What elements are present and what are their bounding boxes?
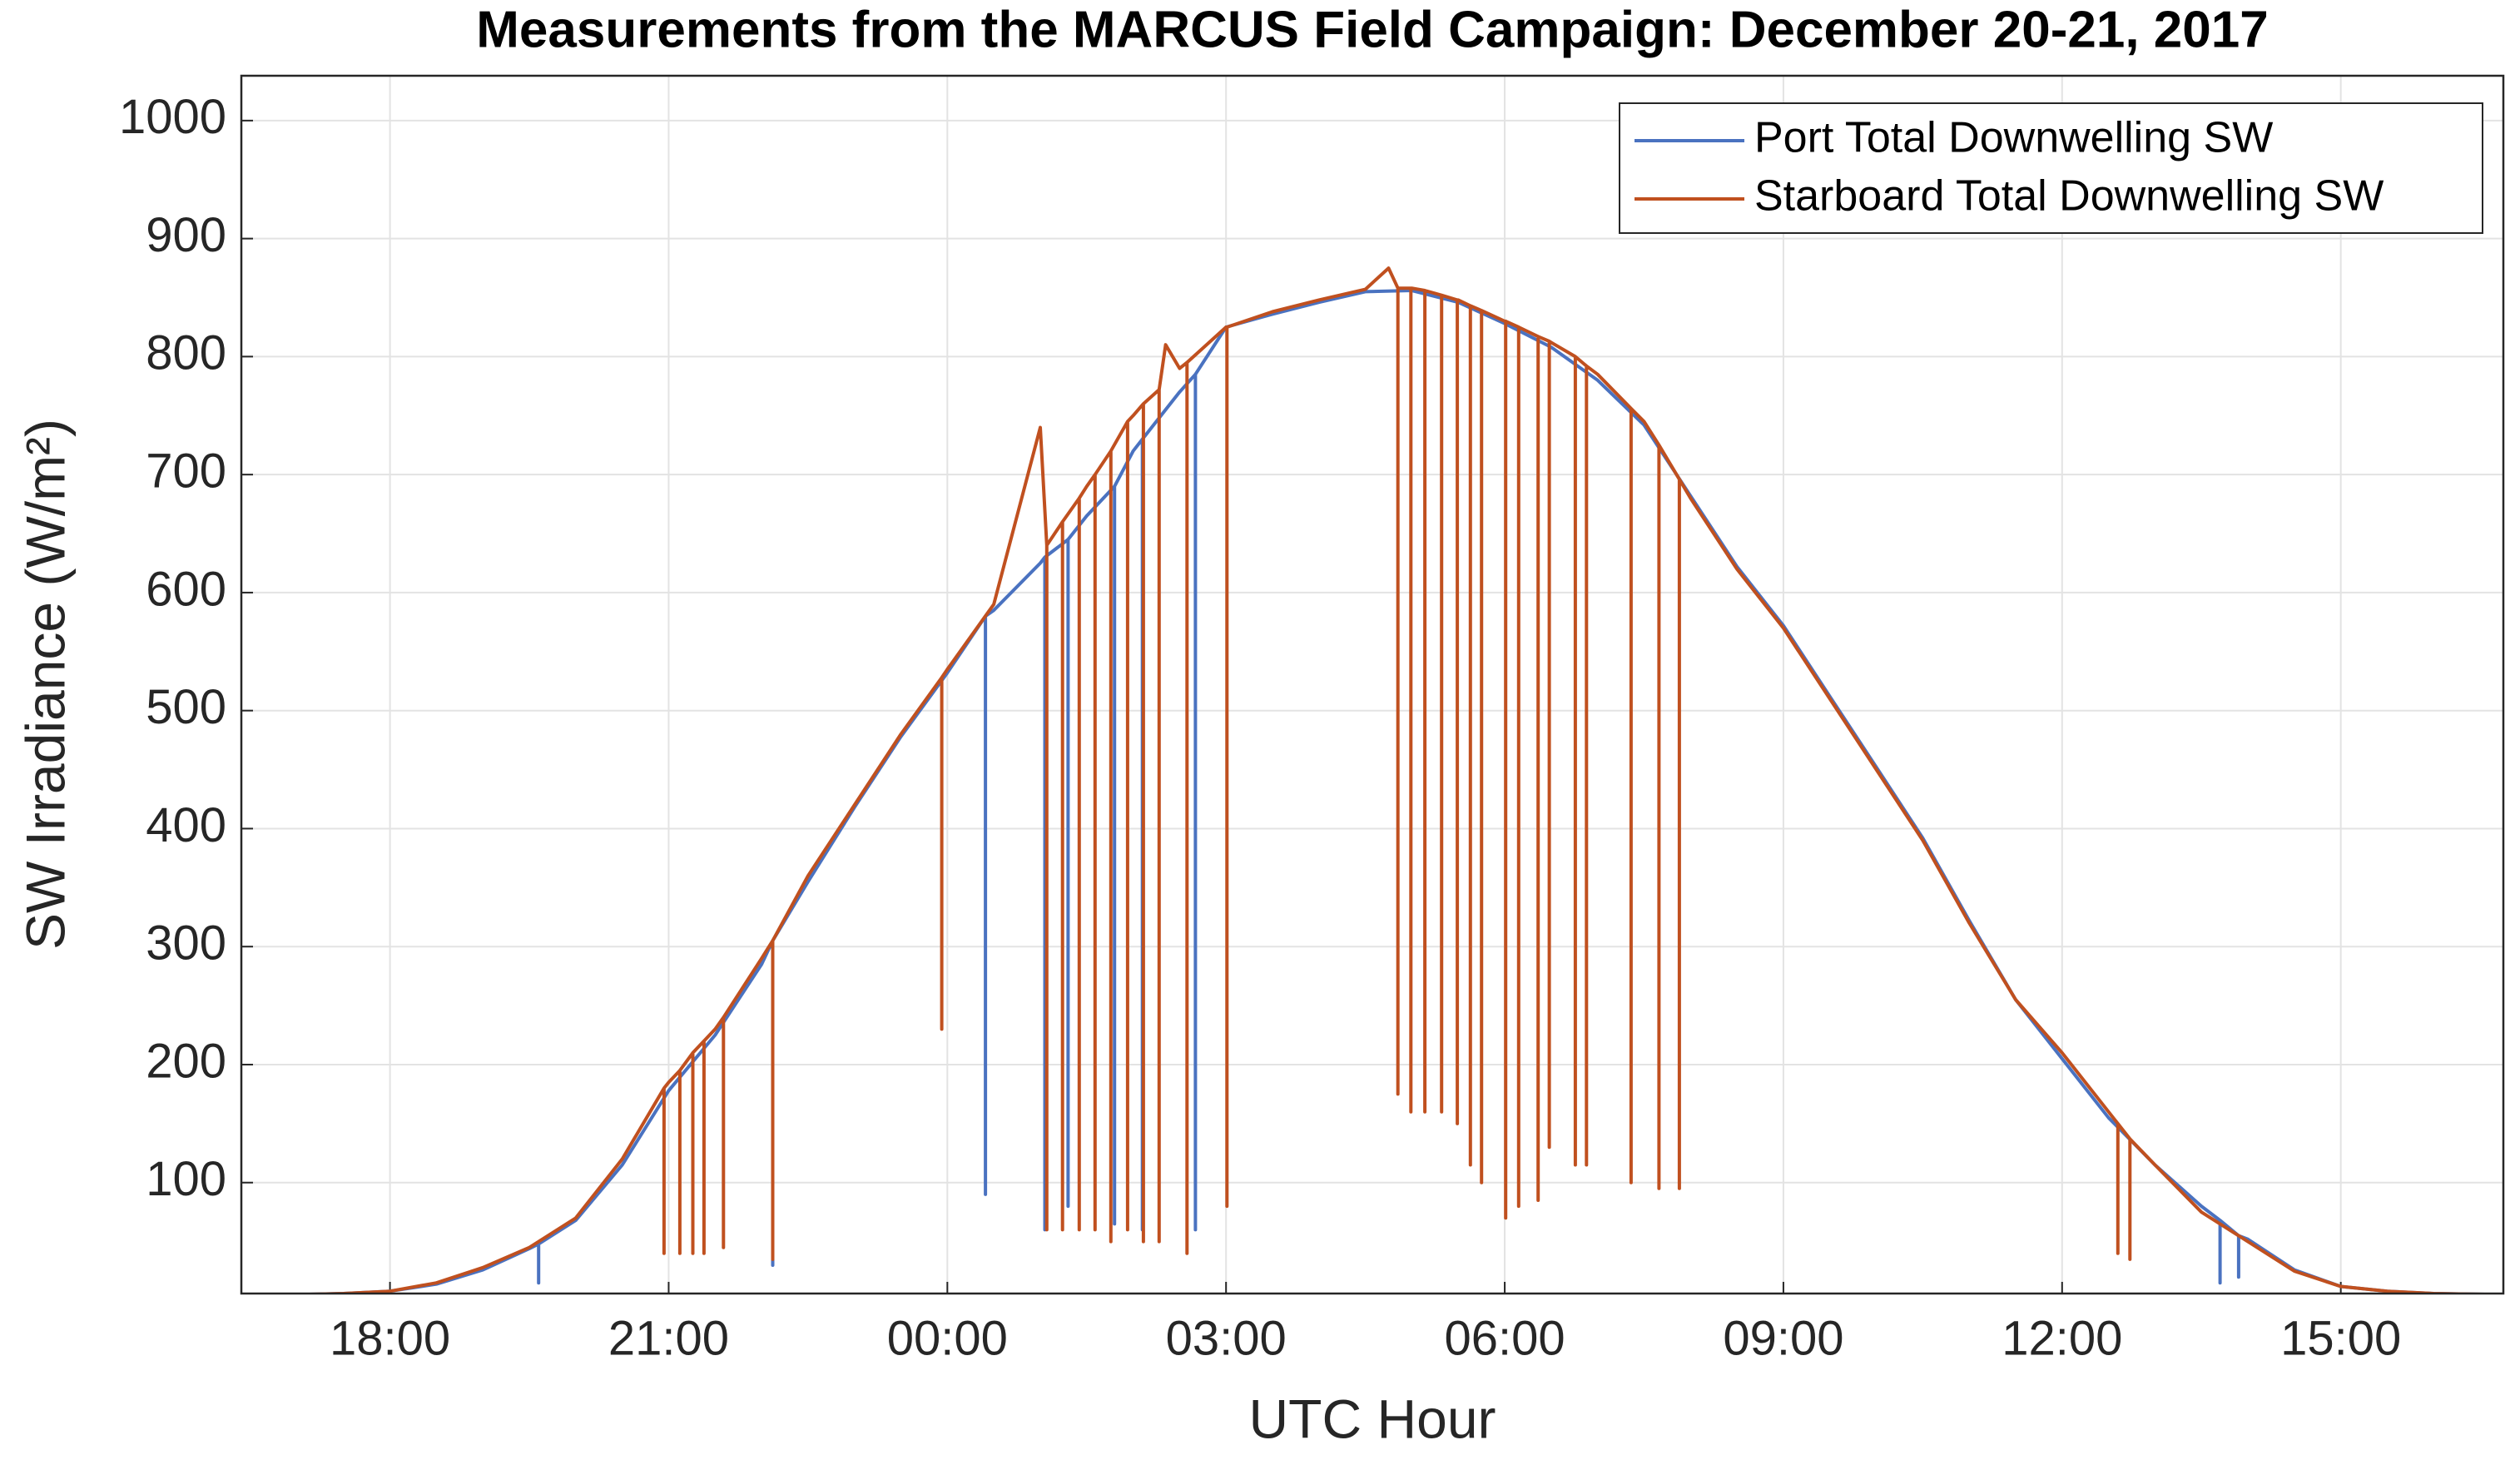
y-tick-label: 400 <box>146 798 226 852</box>
y-tick-label: 200 <box>146 1034 226 1088</box>
legend-box <box>1619 102 2483 234</box>
y-tick-label: 600 <box>146 562 226 616</box>
x-tick-label: 00:00 <box>887 1311 1008 1365</box>
data-line <box>241 289 2503 1294</box>
x-tick-label: 12:00 <box>2002 1311 2122 1365</box>
y-tick-label: 100 <box>146 1152 226 1206</box>
data-line <box>241 266 2503 1294</box>
x-tick-label: 03:00 <box>1166 1311 1287 1365</box>
y-tick-label: 800 <box>146 326 226 380</box>
y-tick-label: 900 <box>146 208 226 262</box>
y-tick-label: 500 <box>146 680 226 734</box>
chart-title: Measurements from the MARCUS Field Campa… <box>476 1 2268 58</box>
x-axis-label: UTC Hour <box>1248 1388 1496 1449</box>
x-tick-label: 06:00 <box>1444 1311 1565 1365</box>
y-axis-label: SW Irradiance (W/m²) <box>14 419 76 950</box>
axes-box <box>240 74 2505 1295</box>
y-tick-label: 1000 <box>119 90 226 144</box>
x-tick-label: 15:00 <box>2280 1311 2401 1365</box>
legend-label: Starboard Total Downwelling SW <box>1754 172 2384 221</box>
y-tick-label: 700 <box>146 444 226 498</box>
x-tick-label: 09:00 <box>1723 1311 1843 1365</box>
x-tick-label: 18:00 <box>330 1311 450 1365</box>
x-tick-label: 21:00 <box>608 1311 729 1365</box>
legend-label: Port Total Downwelling SW <box>1754 114 2273 162</box>
y-tick-label: 300 <box>146 916 226 971</box>
